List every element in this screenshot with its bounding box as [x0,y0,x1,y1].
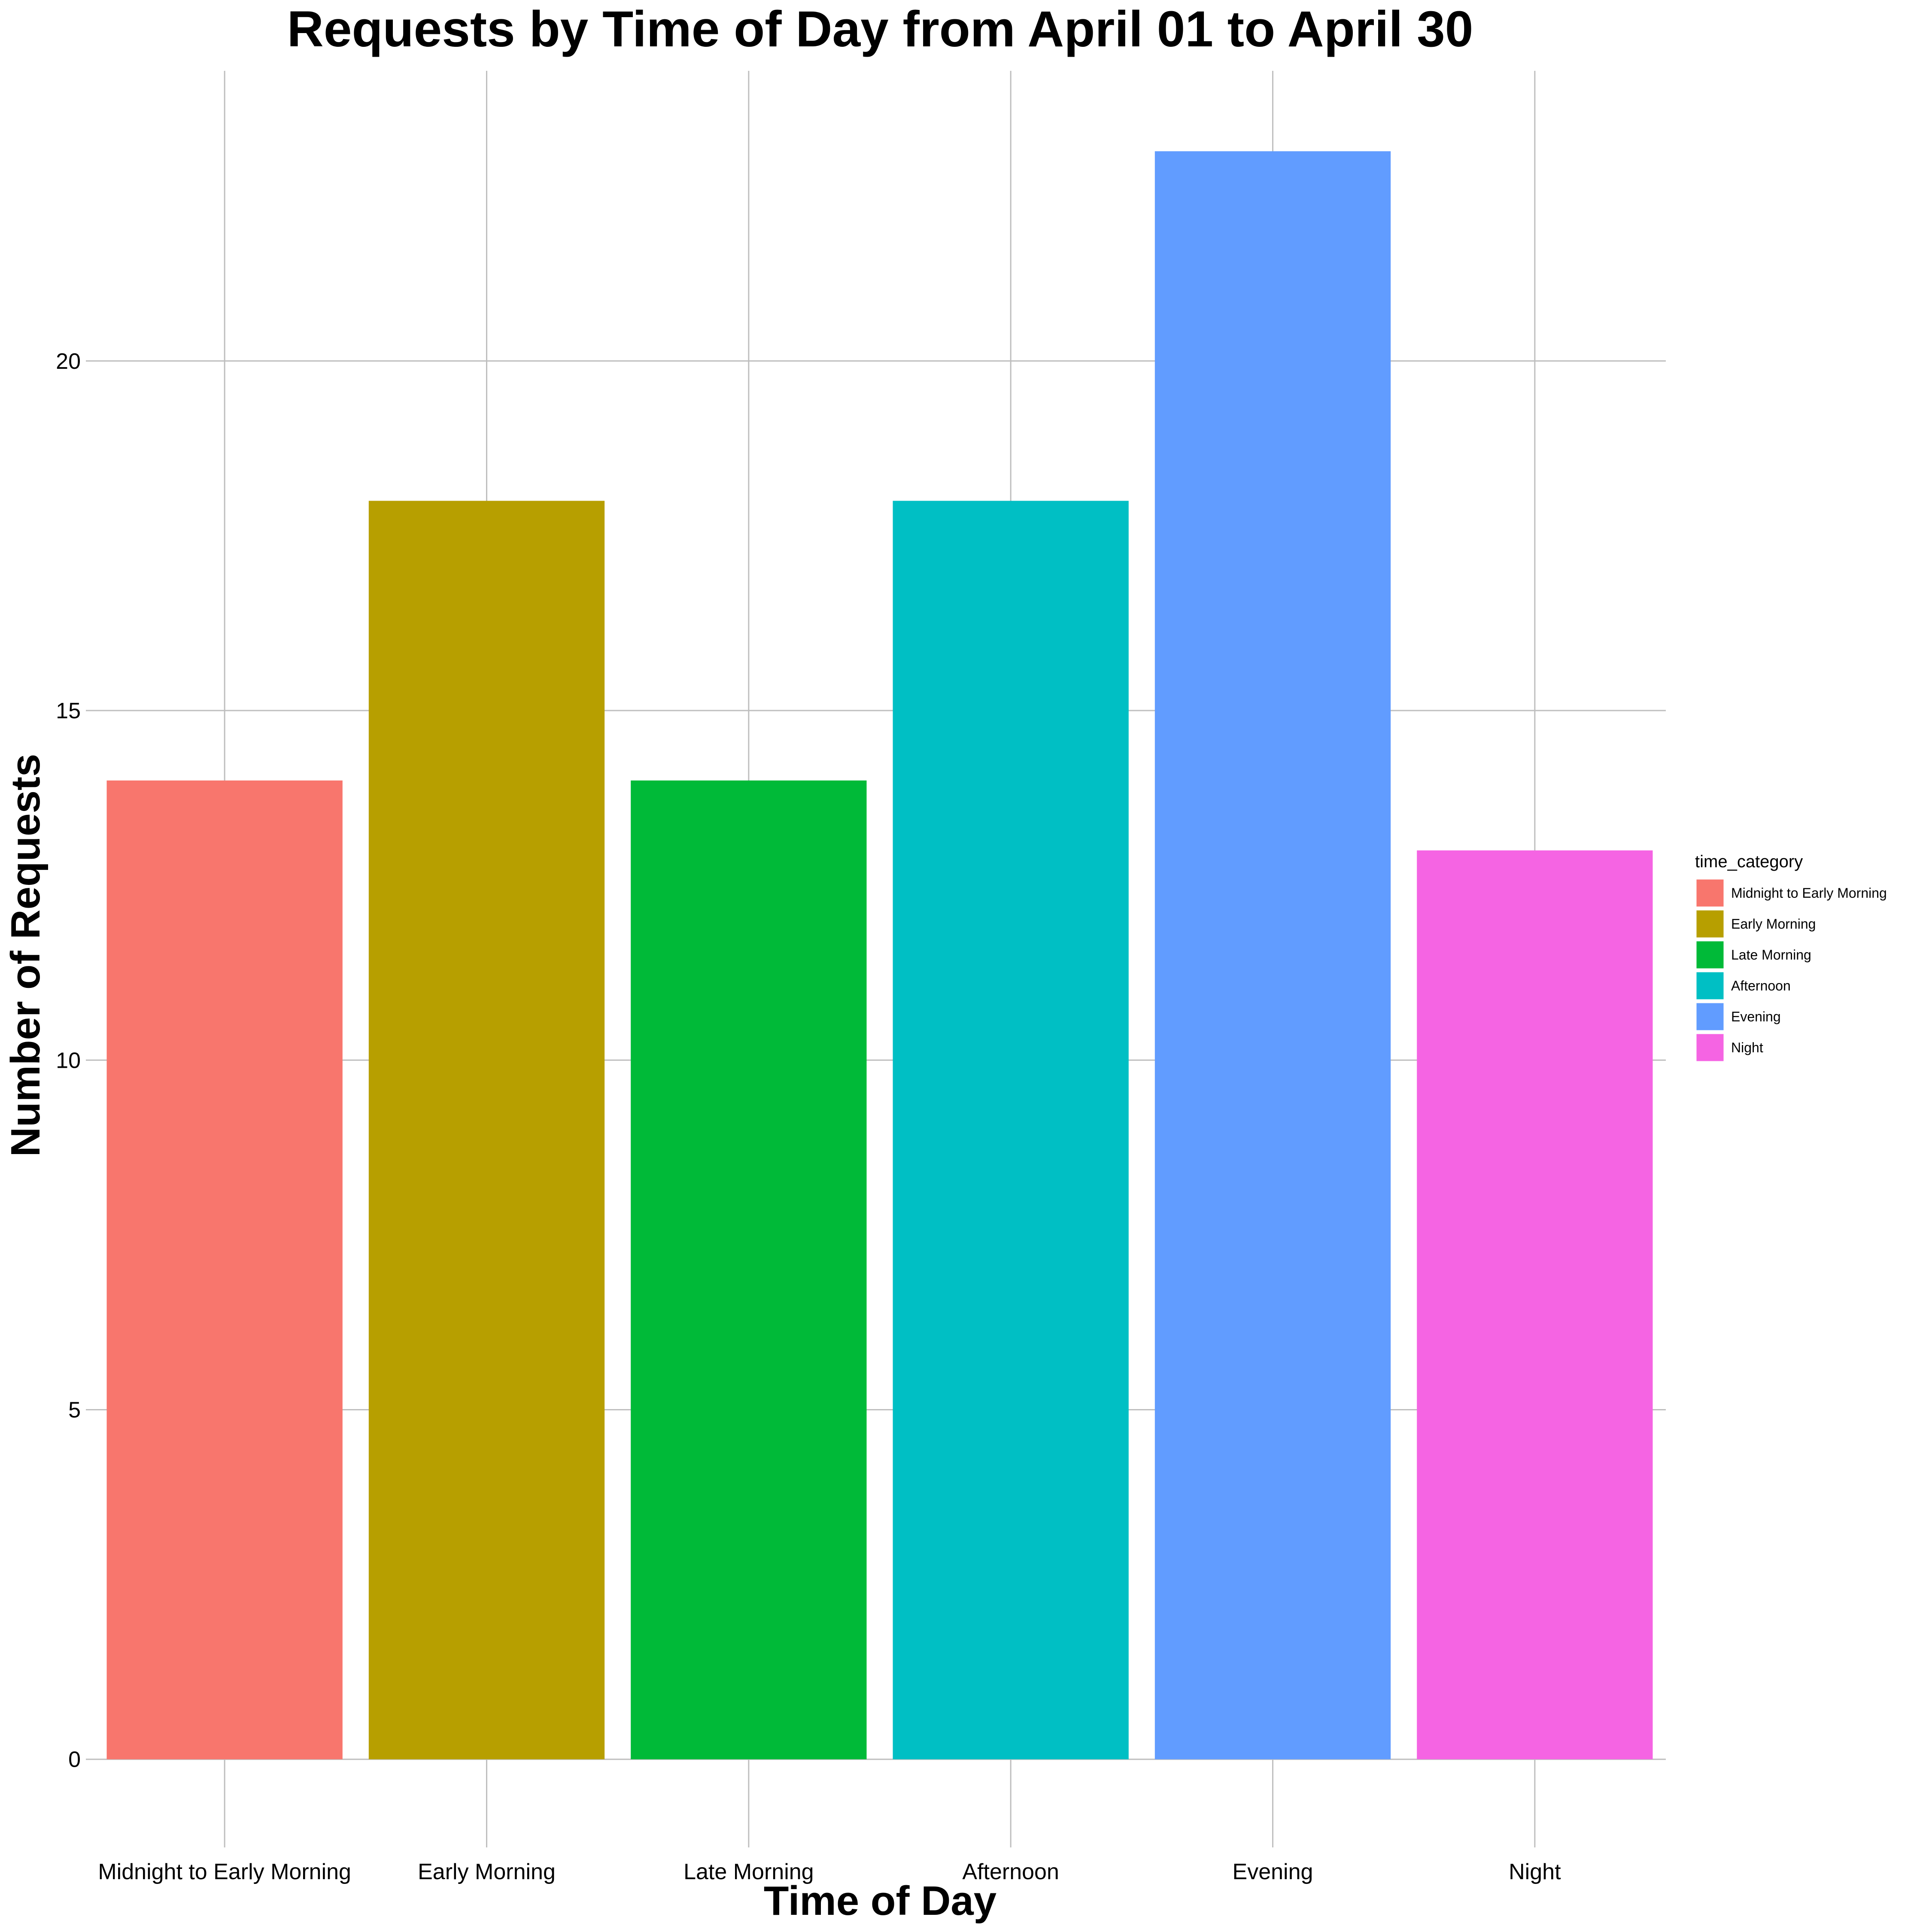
x-tick-label: Evening [1233,1859,1313,1884]
legend-key [1695,940,1725,970]
y-tick-label: 20 [56,349,81,374]
x-tick-label: Late Morning [683,1859,814,1884]
bar [631,780,867,1759]
y-tick-label: 5 [68,1397,81,1422]
y-tick-label: 10 [56,1048,81,1073]
legend-label: Late Morning [1731,947,1811,963]
legend-key [1695,878,1725,908]
x-tick-label: Midnight to Early Morning [98,1859,351,1884]
legend-label: Afternoon [1731,978,1791,993]
legend-label: Evening [1731,1009,1781,1024]
legend-key [1695,1033,1725,1063]
legend-label: Early Morning [1731,916,1816,932]
y-tick-label: 0 [68,1747,81,1772]
legend-label: Night [1731,1040,1763,1055]
chart-title: Requests by Time of Day from April 01 to… [287,1,1473,58]
bar [106,780,343,1759]
bar [1154,151,1391,1759]
legend-key [1695,971,1725,1001]
y-axis-title: Number of Requests [3,754,49,1157]
y-axis-ticks: 0 5 10 15 20 [56,349,94,1772]
x-axis-ticks: Midnight to Early Morning Early Morning La… [98,1840,1561,1884]
x-tick-label: Early Morning [418,1859,556,1884]
legend: time_category Midnight to Early Morning E… [1695,852,1887,1063]
bars [106,151,1653,1759]
y-tick-label: 15 [56,699,81,723]
legend-label: Midnight to Early Morning [1731,885,1887,901]
x-tick-label: Afternoon [962,1859,1059,1884]
legend-key [1695,909,1725,939]
bar [893,501,1129,1759]
bar [1417,850,1653,1759]
x-axis-title: Time of Day [764,1878,996,1924]
bar [368,501,605,1759]
legend-items: Midnight to Early Morning Early Morning La… [1695,878,1887,1063]
legend-title: time_category [1695,852,1803,871]
legend-key [1695,1002,1725,1032]
x-tick-label: Night [1509,1859,1561,1884]
